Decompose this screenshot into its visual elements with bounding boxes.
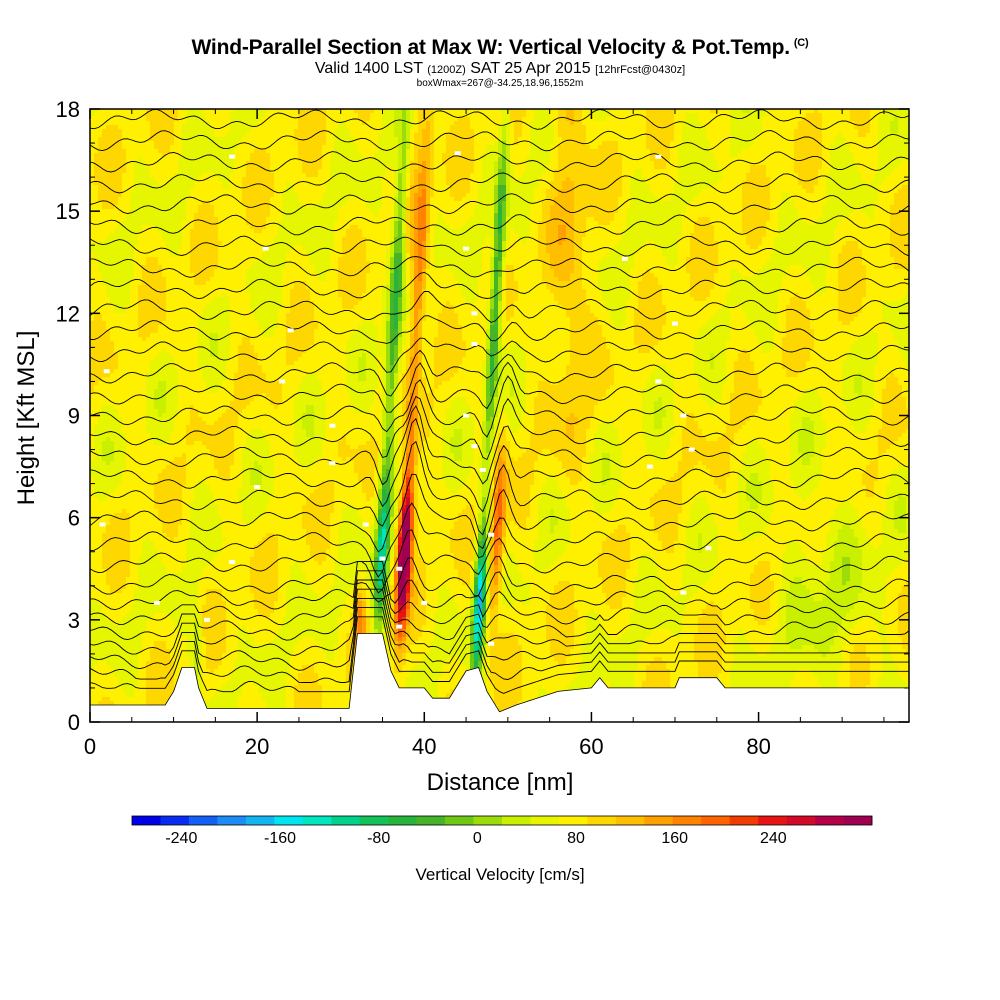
colorbar-swatch	[844, 816, 873, 825]
colorbar-swatch	[616, 816, 645, 825]
colorbar-swatch	[303, 816, 332, 825]
x-tick-label: 40	[412, 734, 436, 759]
colorbar-swatch	[673, 816, 702, 825]
y-tick-label: 12	[56, 301, 80, 326]
colorbar-swatch	[502, 816, 531, 825]
colorbar-tick-label: 80	[567, 830, 585, 847]
x-tick-label: 80	[746, 734, 770, 759]
y-tick-label: 9	[68, 404, 80, 429]
colorbar-label: Vertical Velocity [cm/s]	[415, 865, 584, 884]
colorbar-swatch	[189, 816, 218, 825]
colorbar-swatch	[815, 816, 844, 825]
colorbar-tick-label: 0	[473, 830, 482, 847]
colorbar-swatch	[417, 816, 446, 825]
colorbar-swatch	[331, 816, 360, 825]
colorbar-swatch	[701, 816, 730, 825]
x-tick-label: 0	[84, 734, 96, 759]
colorbar-tick-label: -160	[264, 830, 296, 847]
y-tick-label: 6	[68, 506, 80, 531]
colorbar-tick-label: -80	[367, 830, 390, 847]
cross-section-chart: 0 20 40 60 80 0 3 6 9 12 15 18 Distance [nm] Height…	[0, 0, 1000, 1000]
colorbar-swatch	[246, 816, 275, 825]
colorbar-swatch	[530, 816, 559, 825]
x-tick-label: 20	[245, 734, 269, 759]
colorbar-swatch	[787, 816, 816, 825]
y-tick-label: 3	[68, 608, 80, 633]
colorbar-swatch	[758, 816, 787, 825]
colorbar-swatch	[644, 816, 673, 825]
colorbar-swatch	[587, 816, 616, 825]
colorbar-swatch	[730, 816, 759, 825]
colorbar-swatch	[217, 816, 246, 825]
colorbar-swatch	[388, 816, 417, 825]
colorbar: -240 -160 -80 0 80 160 240	[132, 816, 872, 847]
x-tick-label: 60	[579, 734, 603, 759]
colorbar-swatch	[160, 816, 189, 825]
colorbar-swatch	[132, 816, 161, 825]
colorbar-swatch	[360, 816, 389, 825]
colorbar-tick-label: 160	[661, 830, 688, 847]
y-tick-label: 0	[68, 710, 80, 735]
colorbar-swatch	[274, 816, 303, 825]
x-axis-label: Distance [nm]	[427, 769, 574, 796]
colorbar-tick-label: 240	[760, 830, 787, 847]
colorbar-tick-label: -240	[165, 830, 197, 847]
colorbar-swatch	[445, 816, 474, 825]
y-tick-label: 15	[56, 199, 80, 224]
y-tick-label: 18	[56, 97, 80, 122]
y-axis-label: Height [Kft MSL]	[13, 331, 40, 506]
colorbar-swatch	[559, 816, 588, 825]
colorbar-swatch	[474, 816, 503, 825]
